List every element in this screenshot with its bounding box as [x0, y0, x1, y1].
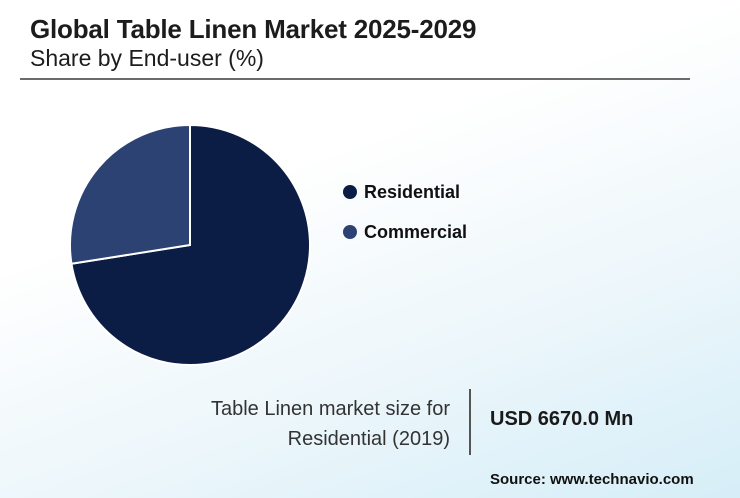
source-credit: Source: www.technavio.com: [490, 471, 694, 488]
legend-label-commercial: Commercial: [364, 221, 468, 242]
market-size-label-line2: Residential (2019): [287, 428, 450, 450]
chart-title: Global Table Linen Market 2025-2029: [30, 14, 477, 44]
pie-slices: [69, 123, 311, 366]
market-size-value: USD 6670.0 Mn: [490, 408, 634, 430]
legend-swatch-residential: [343, 185, 357, 199]
chart-subtitle: Share by End-user (%): [30, 45, 264, 71]
legend-item-commercial: Commercial: [343, 212, 467, 252]
pie-slice-commercial: [69, 123, 191, 265]
legend-label-residential: Residential: [364, 181, 461, 202]
title-divider: [20, 78, 690, 80]
market-size-label-line1: Table Linen market size for: [210, 398, 450, 420]
legend: Residential Commercial: [343, 172, 467, 252]
legend-swatch-commercial: [343, 225, 357, 239]
info-divider: [469, 389, 471, 455]
market-size-label: Table Linen market size for Residential …: [150, 394, 450, 454]
legend-item-residential: Residential: [343, 172, 467, 212]
